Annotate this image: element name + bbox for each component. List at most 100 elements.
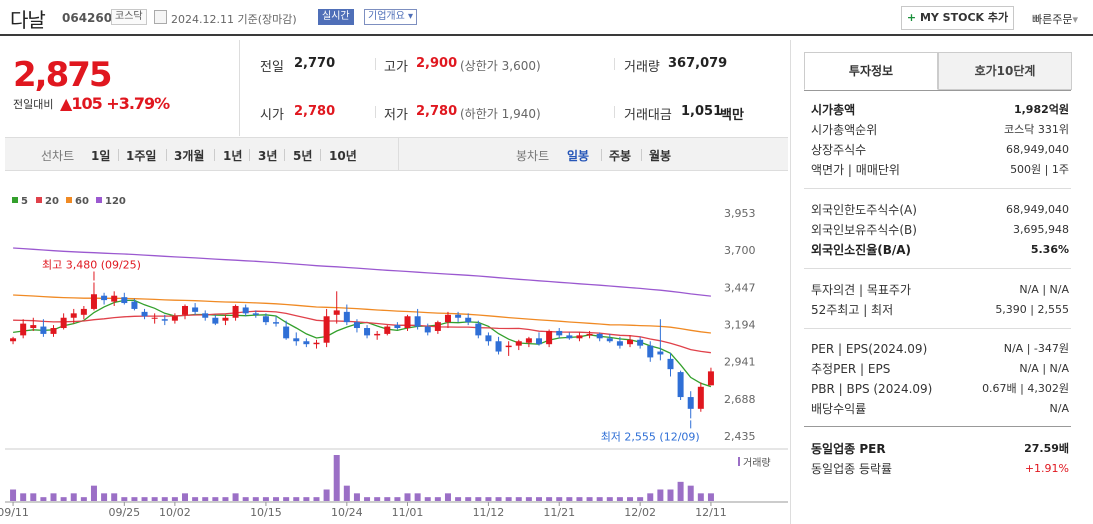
volume-bar (222, 497, 229, 501)
volume-bar (606, 497, 613, 501)
x-tick-label: 12/11 (695, 506, 727, 519)
candle-body (192, 307, 199, 312)
volume-bar (30, 493, 37, 501)
candle-body (303, 341, 310, 345)
info-row-value: 27.59배 (1024, 442, 1069, 455)
volume-bar (546, 497, 553, 501)
volume-bar (677, 481, 684, 501)
candle-body (50, 328, 57, 334)
candle-body (323, 316, 330, 343)
candle-body (182, 305, 188, 315)
x-tick-label: 11/12 (473, 506, 505, 519)
price-chart[interactable]: 5 20 60 120 3,953 3,700 3,447 3,194 2,941 2,688 2… (0, 172, 788, 524)
info-row: 52주최고 | 최저 5,390 | 2,555 (811, 300, 1069, 320)
period-10y[interactable]: 10년 (329, 149, 357, 163)
candle-body (505, 345, 512, 348)
candle-body (657, 351, 664, 355)
volume-bar (707, 493, 714, 501)
volume-bar (20, 493, 27, 501)
candle-body (111, 295, 118, 302)
candle-body (627, 339, 634, 345)
candle-body (444, 314, 451, 323)
company-overview-label: 기업개요 (368, 11, 405, 22)
period-weekly[interactable]: 주봉 (609, 149, 632, 163)
ma-line (13, 310, 711, 354)
info-row-label: 액면가 | 매매단위 (811, 163, 900, 177)
candle-body (434, 322, 441, 331)
candle-body (20, 323, 27, 336)
info-row-value: N/A (1049, 402, 1069, 415)
period-1d[interactable]: 1일 (91, 149, 111, 163)
investment-info-panel: 투자정보 호가10단계 시가총액 1,982억원 시가총액순위 코스닥 331위 상장주… (790, 40, 1093, 524)
candle-body (80, 308, 87, 315)
candle-body (273, 322, 280, 324)
period-1y[interactable]: 1년 (223, 149, 243, 163)
volume-value: 367,079 (668, 56, 728, 71)
volume-bar (525, 497, 532, 501)
candle-body (546, 330, 553, 345)
volume-bar (343, 485, 350, 501)
x-tick-label: 10/24 (331, 506, 363, 519)
candle-body (616, 341, 623, 346)
legend-swatch (12, 197, 18, 203)
candle-body (90, 294, 97, 309)
calendar-icon (154, 10, 167, 24)
divider (214, 149, 215, 161)
candle-body (232, 305, 239, 318)
info-row-value: 3,695,948 (1013, 223, 1069, 236)
y-tick-label: 3,447 (724, 281, 756, 294)
candle-body (576, 335, 583, 339)
volume-bar (657, 489, 664, 501)
info-row: PBR | BPS (2024.09) 0.67배 | 4,302원 (811, 379, 1069, 399)
price-summary: 전일 2,770 고가 2,900 (상한가 3,600) 거래량 367,07… (240, 40, 788, 136)
divider (284, 149, 285, 161)
info-row-label: 상장주식수 (811, 143, 867, 157)
period-monthly[interactable]: 월봉 (649, 149, 672, 163)
volume-bar (333, 455, 340, 501)
candle-body (586, 333, 593, 336)
volume-bar (536, 497, 542, 501)
candle-body (101, 295, 108, 301)
realtime-badge[interactable]: 실시간 (318, 9, 354, 25)
divider (601, 149, 602, 161)
divider (804, 268, 1071, 269)
change-percent: +3.79% (106, 94, 170, 113)
plus-icon: + (906, 11, 917, 24)
info-row-value: 5,390 | 2,555 (995, 303, 1069, 316)
quick-order-button[interactable]: 빠른주문▾ (1032, 11, 1078, 27)
candle-body (475, 323, 482, 336)
period-3y[interactable]: 3년 (258, 149, 278, 163)
info-row: 추정PER | EPS N/A | N/A (811, 359, 1069, 379)
divider (249, 149, 250, 161)
volume-bar (283, 497, 290, 501)
info-row-value: N/A | N/A (1019, 283, 1069, 296)
info-row-label: PBR | BPS (2024.09) (811, 382, 933, 396)
tab-order-book[interactable]: 호가10단계 (938, 52, 1072, 90)
tab-investment-info[interactable]: 투자정보 (804, 52, 938, 90)
period-3m[interactable]: 3개월 (174, 149, 205, 163)
line-chart-label: 선차트 (41, 149, 75, 163)
info-row-label: 외국인소진율(B/A) (811, 243, 912, 257)
period-1w[interactable]: 1주일 (126, 149, 157, 163)
volume-bar (161, 497, 168, 501)
volume-bar (303, 497, 310, 501)
low-value: 2,780 (416, 104, 458, 119)
info-row-label: 52주최고 | 최저 (811, 303, 894, 317)
volume-bar (141, 497, 148, 501)
volume-bar (90, 485, 97, 501)
prev-close-value: 2,770 (294, 56, 336, 71)
candle-body (10, 338, 17, 342)
info-row: 외국인한도주식수(A) 68,949,040 (811, 200, 1069, 220)
mystock-add-button[interactable]: + MY STOCK 추가 (901, 6, 1014, 30)
company-overview-dropdown[interactable]: 기업개요 ▾ (364, 9, 418, 25)
x-tick-label: 11/21 (543, 506, 575, 519)
period-5y[interactable]: 5년 (293, 149, 313, 163)
period-daily[interactable]: 일봉 (567, 149, 590, 163)
mystock-label: MY STOCK 추가 (919, 11, 1009, 24)
ma-line (13, 294, 711, 334)
info-row-label: PER | EPS(2024.09) (811, 342, 928, 356)
volume-bar (111, 493, 118, 501)
volume-bar (252, 497, 259, 501)
candle-body (151, 317, 158, 319)
volume-bar (182, 493, 188, 501)
